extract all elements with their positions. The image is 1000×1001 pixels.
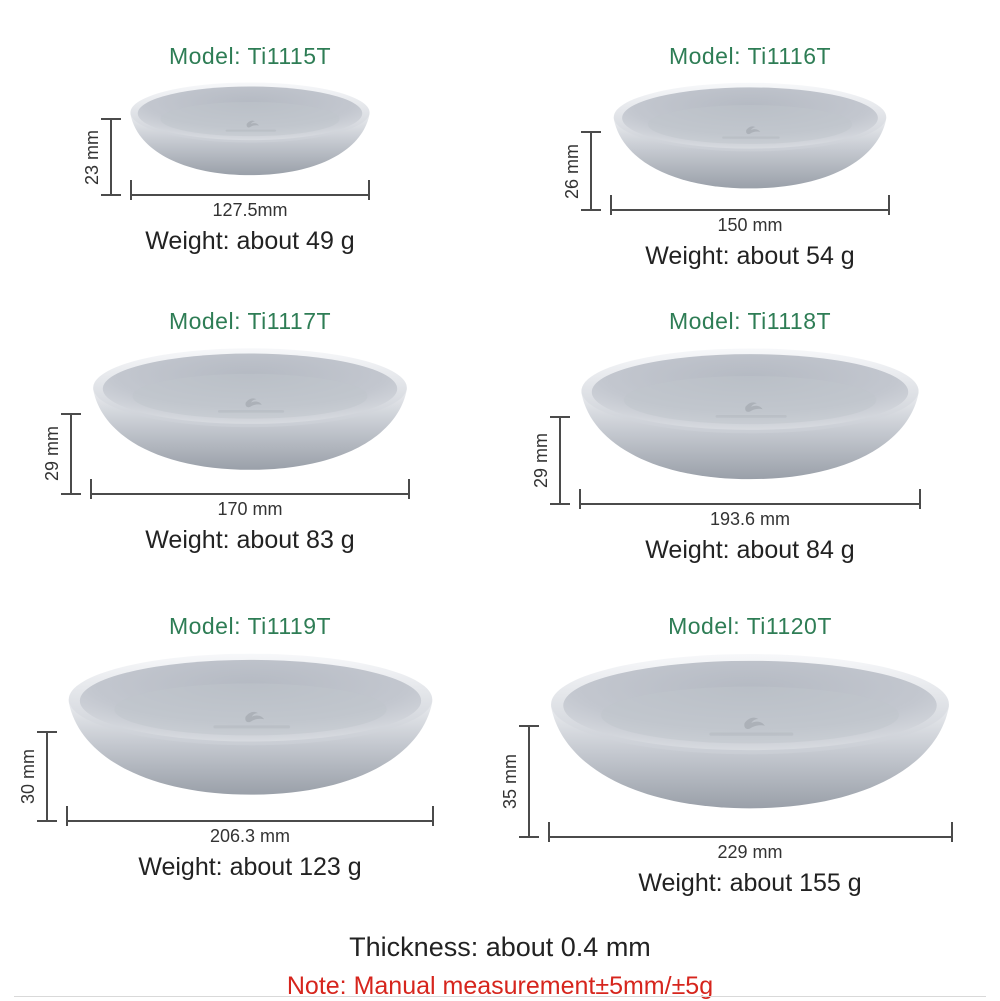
weight-label: Weight: about 54 g [645,242,855,271]
brand-bird-icon [744,717,765,729]
weight-label: Weight: about 83 g [145,525,355,554]
diameter-dimension: 150 mm [610,195,890,236]
height-dimension: 35 mm [499,724,539,838]
plate-figure: 26 mm 150 mm [500,80,1000,236]
thickness-note: Thickness: about 0.4 mm [349,932,651,962]
diameter-dimension-line [130,180,370,201]
plate-figure: 29 mm 193.6 mm [500,345,1000,530]
height-dimension-line [101,118,121,197]
height-dimension-label: 29 mm [531,433,551,489]
height-dimension-label: 29 mm [42,426,62,482]
weight-label: Weight: about 123 g [138,853,362,882]
brand-bird-icon [245,398,262,408]
product-card: Model: Ti1120T 35 mm 229 mm Weight: abou… [500,598,1000,928]
product-card: Model: Ti1118T 29 mm 193.6 mm Weight: ab… [500,295,1000,598]
brand-bird-icon [246,120,259,128]
diameter-dimension: 193.6 mm [579,489,921,530]
plate-image [581,348,919,480]
height-dimension: 29 mm [531,416,570,506]
plate-image [130,82,370,176]
diameter-dimension-label: 206.3 mm [209,826,291,847]
diameter-dimension: 127.5mm [130,180,370,221]
plate-figure: 29 mm 170 mm [0,345,500,520]
weight-label: Weight: about 84 g [645,536,855,565]
height-dimension-line [37,731,57,823]
product-grid: Model: Ti1115T 23 mm 127.5mm Weight: abo… [0,0,1000,928]
brand-bird-icon [244,711,264,723]
diameter-dimension-line [547,821,953,842]
brand-bird-icon [745,402,763,412]
model-label: Model: Ti1116T [668,43,832,69]
diameter-dimension: 170 mm [90,478,410,520]
diameter-dimension-line [90,478,410,499]
height-dimension-label: 30 mm [18,749,38,805]
model-label: Model: Ti1115T [168,43,332,69]
model-label: Model: Ti1118T [668,308,832,334]
footer-notes: Thickness: about 0.4 mm Note: Manual mea… [0,932,1000,1001]
height-dimension-line [550,416,570,506]
diameter-dimension-line [610,195,890,216]
model-label: Model: Ti1120T [668,613,832,639]
diameter-dimension: 229 mm [547,821,953,863]
model-label: Model: Ti1119T [168,613,332,639]
plate-image [93,348,407,470]
diameter-dimension-line [579,489,921,510]
plate-image [68,653,432,795]
model-label: Model: Ti1117T [168,308,332,334]
plate-figure: 35 mm 229 mm [500,650,1000,863]
product-card: Model: Ti1119T 30 mm 206.3 mm Weight: ab… [0,598,500,928]
diameter-dimension-label: 170 mm [217,498,283,519]
diameter-dimension-label: 127.5mm [212,200,288,221]
diameter-dimension: 206.3 mm [66,806,434,847]
height-dimension: 26 mm [562,131,601,212]
weight-label: Weight: about 49 g [145,227,355,256]
weight-label: Weight: about 155 g [638,868,862,897]
diameter-dimension-label: 229 mm [717,841,783,862]
product-card: Model: Ti1116T 26 mm 150 mm Weight: abou… [500,0,1000,295]
height-dimension-line [581,131,601,212]
diameter-dimension-label: 193.6 mm [709,509,791,530]
height-dimension: 29 mm [42,412,81,495]
product-card: Model: Ti1117T 29 mm 170 mm Weight: abou… [0,295,500,598]
bottom-divider [14,996,986,997]
product-card: Model: Ti1115T 23 mm 127.5mm Weight: abo… [0,0,500,295]
height-dimension-label: 35 mm [499,753,520,809]
diameter-dimension-line [66,806,434,827]
height-dimension-line [61,412,81,495]
plate-figure: 30 mm 206.3 mm [0,650,500,847]
measurement-warning-note: Note: Manual measurement±5mm/±5g [286,972,714,1000]
plate-image [551,654,949,809]
height-dimension: 23 mm [82,118,121,197]
height-dimension-label: 26 mm [562,143,582,199]
diameter-dimension-label: 150 mm [717,215,783,236]
height-dimension-line [518,724,539,838]
height-dimension-label: 23 mm [82,129,102,185]
height-dimension: 30 mm [18,731,57,823]
plate-figure: 23 mm 127.5mm [0,80,500,221]
plate-image [613,82,887,189]
brand-bird-icon [746,126,761,135]
